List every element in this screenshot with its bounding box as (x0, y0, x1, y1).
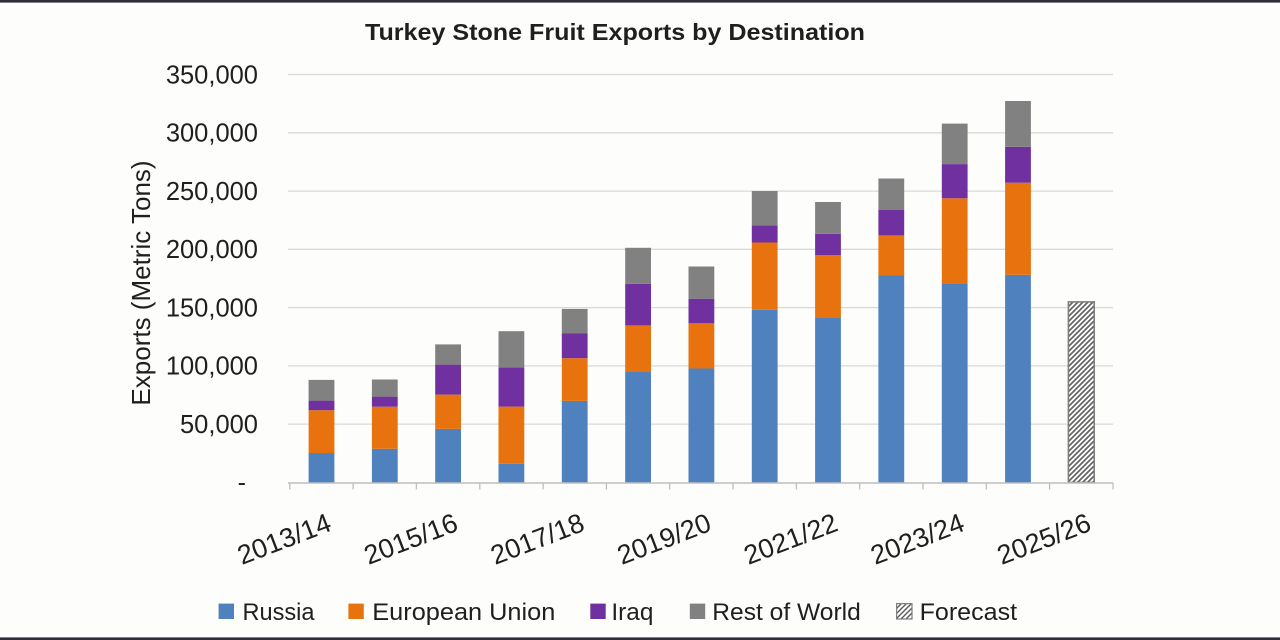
svg-text:Turkey Stone Fruit Exports by: Turkey Stone Fruit Exports by Destinatio… (365, 19, 865, 45)
svg-text:250,000: 250,000 (166, 178, 258, 206)
svg-text:European Union: European Union (372, 599, 555, 626)
svg-text:Iraq: Iraq (611, 599, 653, 626)
svg-text:300,000: 300,000 (166, 120, 258, 148)
svg-text:150,000: 150,000 (166, 294, 258, 322)
svg-text:Rest of World: Rest of World (712, 599, 861, 626)
svg-text:200,000: 200,000 (166, 236, 258, 264)
svg-text:100,000: 100,000 (166, 353, 258, 381)
svg-text:-: - (238, 469, 246, 497)
svg-text:350,000: 350,000 (166, 61, 258, 89)
svg-text:Russia: Russia (243, 599, 315, 626)
svg-text:Exports (Metric Tons): Exports (Metric Tons) (126, 160, 156, 405)
svg-text:50,000: 50,000 (180, 411, 258, 439)
svg-text:Forecast: Forecast (920, 599, 1018, 626)
